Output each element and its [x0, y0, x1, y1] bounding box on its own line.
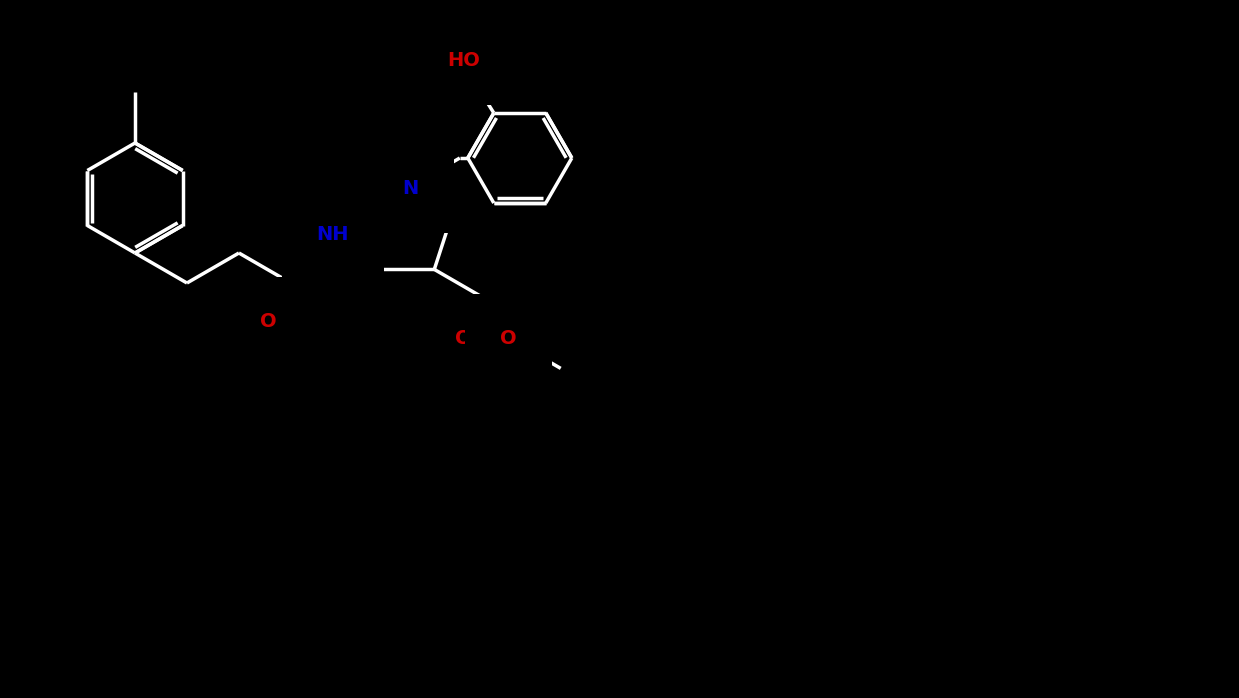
Text: O: O — [456, 329, 472, 348]
Text: NH: NH — [317, 225, 349, 244]
Text: N: N — [403, 179, 419, 198]
Text: HO: HO — [447, 52, 481, 70]
Text: O: O — [260, 313, 276, 332]
Text: O: O — [501, 329, 517, 348]
